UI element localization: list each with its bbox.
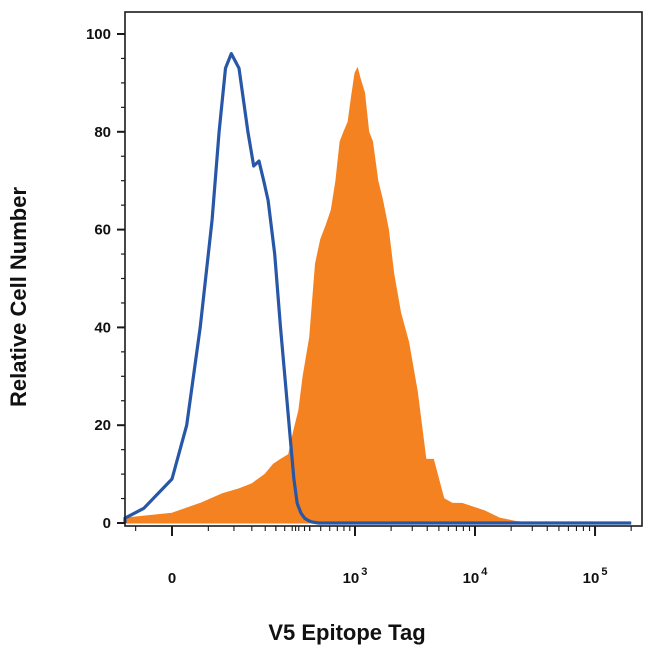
y-axis: 0 20 40 60 80 100 <box>86 26 125 532</box>
y-tick-label: 20 <box>94 417 111 434</box>
x-tick-label: 10 5 <box>583 566 608 587</box>
x-axis-title: V5 Epitope Tag <box>268 620 425 645</box>
y-tick-label: 40 <box>94 319 111 336</box>
series-1-line <box>123 52 632 525</box>
y-tick-label: 100 <box>86 26 111 43</box>
series-layer <box>123 52 632 525</box>
y-tick-label: 0 <box>103 515 111 532</box>
plot-frame <box>124 11 643 527</box>
x-axis: 0 10 3 10 4 10 5 <box>168 526 608 587</box>
x-tick-label: 10 3 <box>343 566 368 587</box>
y-tick-label: 80 <box>94 124 111 141</box>
x-tick-label: 10 4 <box>463 566 489 587</box>
y-axis-title: Relative Cell Number <box>6 187 31 408</box>
y-tick-label: 60 <box>94 222 111 239</box>
x-tick-label: 0 <box>168 570 176 587</box>
x-minor-ticks <box>135 526 632 531</box>
series-0-area <box>124 66 632 524</box>
